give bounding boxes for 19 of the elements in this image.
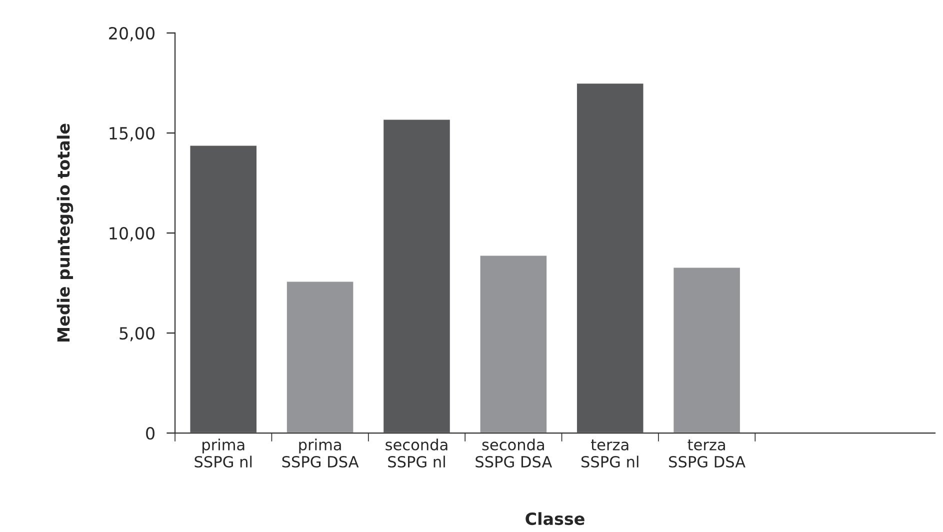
x-tick-label: terza SSPG DSA: [669, 439, 746, 468]
x-axis-title: Classe: [526, 512, 584, 526]
bar: [478, 254, 548, 434]
x-tick-label: seconda SSPG DSA: [476, 438, 552, 468]
y-tick-label: 20,00: [109, 26, 154, 42]
bar: [576, 82, 645, 434]
y-axis-title: Medie punteggio totale: [56, 124, 74, 342]
bar: [286, 280, 355, 434]
x-tick-label: prima SSPG DSA: [282, 438, 359, 468]
bar: [672, 266, 742, 434]
y-tick-label: 15,00: [110, 126, 154, 142]
bar: [382, 118, 452, 434]
bar: [188, 144, 258, 434]
y-tick-label: 0: [146, 427, 154, 440]
x-tick-label: terza SSPG nl: [582, 439, 638, 468]
y-tick-label: 10,00: [110, 226, 154, 242]
x-tick-label: prima SSPG nl: [194, 438, 252, 468]
x-tick-label: seconda SSPG nl: [386, 438, 448, 468]
y-tick-label: 5,00: [120, 326, 154, 342]
